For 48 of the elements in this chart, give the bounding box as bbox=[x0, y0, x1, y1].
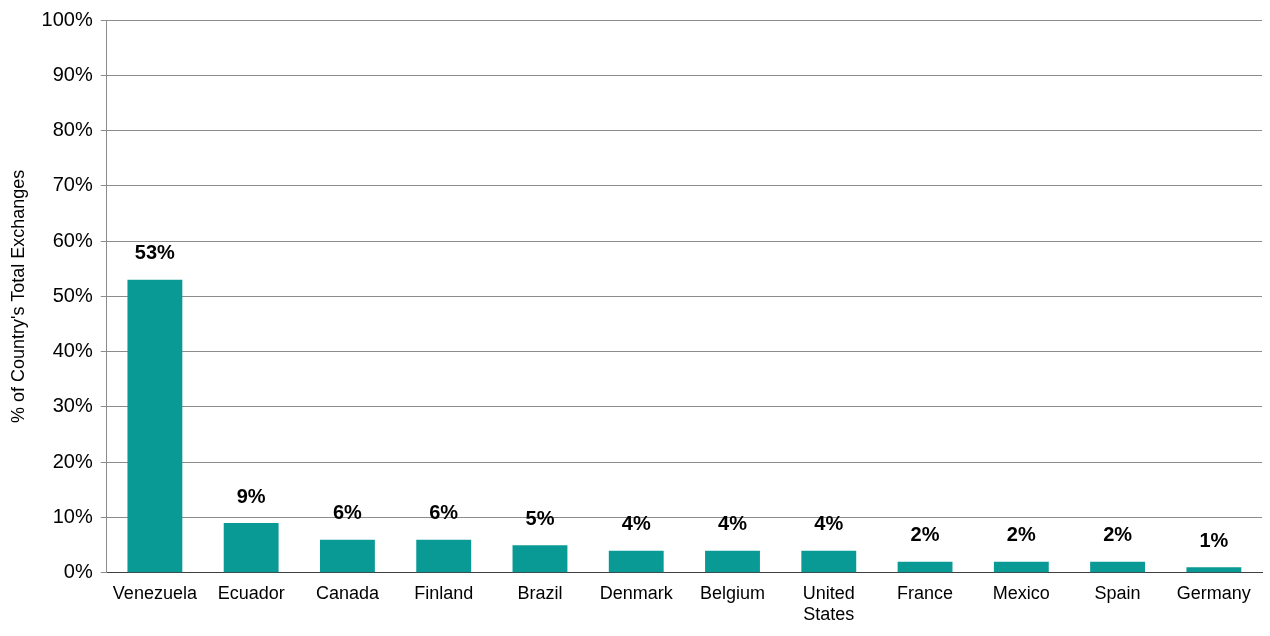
bar bbox=[319, 539, 375, 573]
data-label: 4% bbox=[621, 512, 651, 535]
data-label: 4% bbox=[814, 512, 844, 535]
data-label: 2% bbox=[1006, 523, 1036, 546]
y-tick-label: 60% bbox=[52, 228, 93, 251]
y-tick-label: 40% bbox=[52, 339, 93, 362]
data-label: 4% bbox=[718, 512, 748, 535]
x-tick-label: Venezuela bbox=[112, 582, 198, 603]
data-label: 5% bbox=[525, 506, 555, 529]
y-tick-label: 10% bbox=[52, 505, 93, 528]
x-tick-label: Brazil bbox=[517, 582, 563, 603]
x-tick-label: Spain bbox=[1094, 582, 1141, 603]
bar bbox=[512, 545, 568, 573]
data-label: 2% bbox=[1103, 523, 1133, 546]
bar bbox=[1090, 561, 1146, 573]
y-tick-label: 90% bbox=[52, 62, 93, 85]
data-label: 53% bbox=[134, 241, 176, 264]
data-label: 6% bbox=[429, 501, 459, 524]
bar bbox=[801, 550, 857, 573]
y-tick-label: 70% bbox=[52, 173, 93, 196]
y-tick-label: 100% bbox=[41, 7, 93, 30]
data-label: 2% bbox=[910, 523, 940, 546]
y-tick-label: 80% bbox=[52, 118, 93, 141]
y-tick-label: 0% bbox=[63, 560, 93, 583]
y-axis-title: % of Country's Total Exchanges bbox=[7, 169, 28, 424]
bar bbox=[705, 550, 760, 573]
bar bbox=[127, 279, 183, 573]
x-tick-label: Germany bbox=[1176, 582, 1251, 603]
x-tick-label: Denmark bbox=[599, 582, 674, 603]
bar bbox=[993, 561, 1049, 573]
x-tick-label: Mexico bbox=[992, 582, 1050, 603]
y-tick-label: 30% bbox=[52, 394, 93, 417]
data-label: 1% bbox=[1199, 528, 1229, 551]
x-tick-label: Canada bbox=[315, 582, 380, 603]
x-tick-label: United States bbox=[802, 582, 855, 625]
x-tick-label: Ecuador bbox=[217, 582, 285, 603]
y-tick-label: 20% bbox=[52, 449, 93, 472]
x-tick-label: Belgium bbox=[700, 582, 766, 603]
y-tick-label: 50% bbox=[52, 283, 93, 306]
data-label: 6% bbox=[332, 501, 363, 524]
bar bbox=[223, 523, 279, 573]
data-label: 9% bbox=[236, 484, 266, 507]
bar bbox=[1186, 567, 1242, 573]
x-tick-label: France bbox=[897, 582, 954, 603]
x-tick-label: Finland bbox=[414, 582, 474, 603]
bar bbox=[897, 561, 953, 573]
bar bbox=[608, 550, 664, 573]
bar bbox=[416, 539, 472, 573]
